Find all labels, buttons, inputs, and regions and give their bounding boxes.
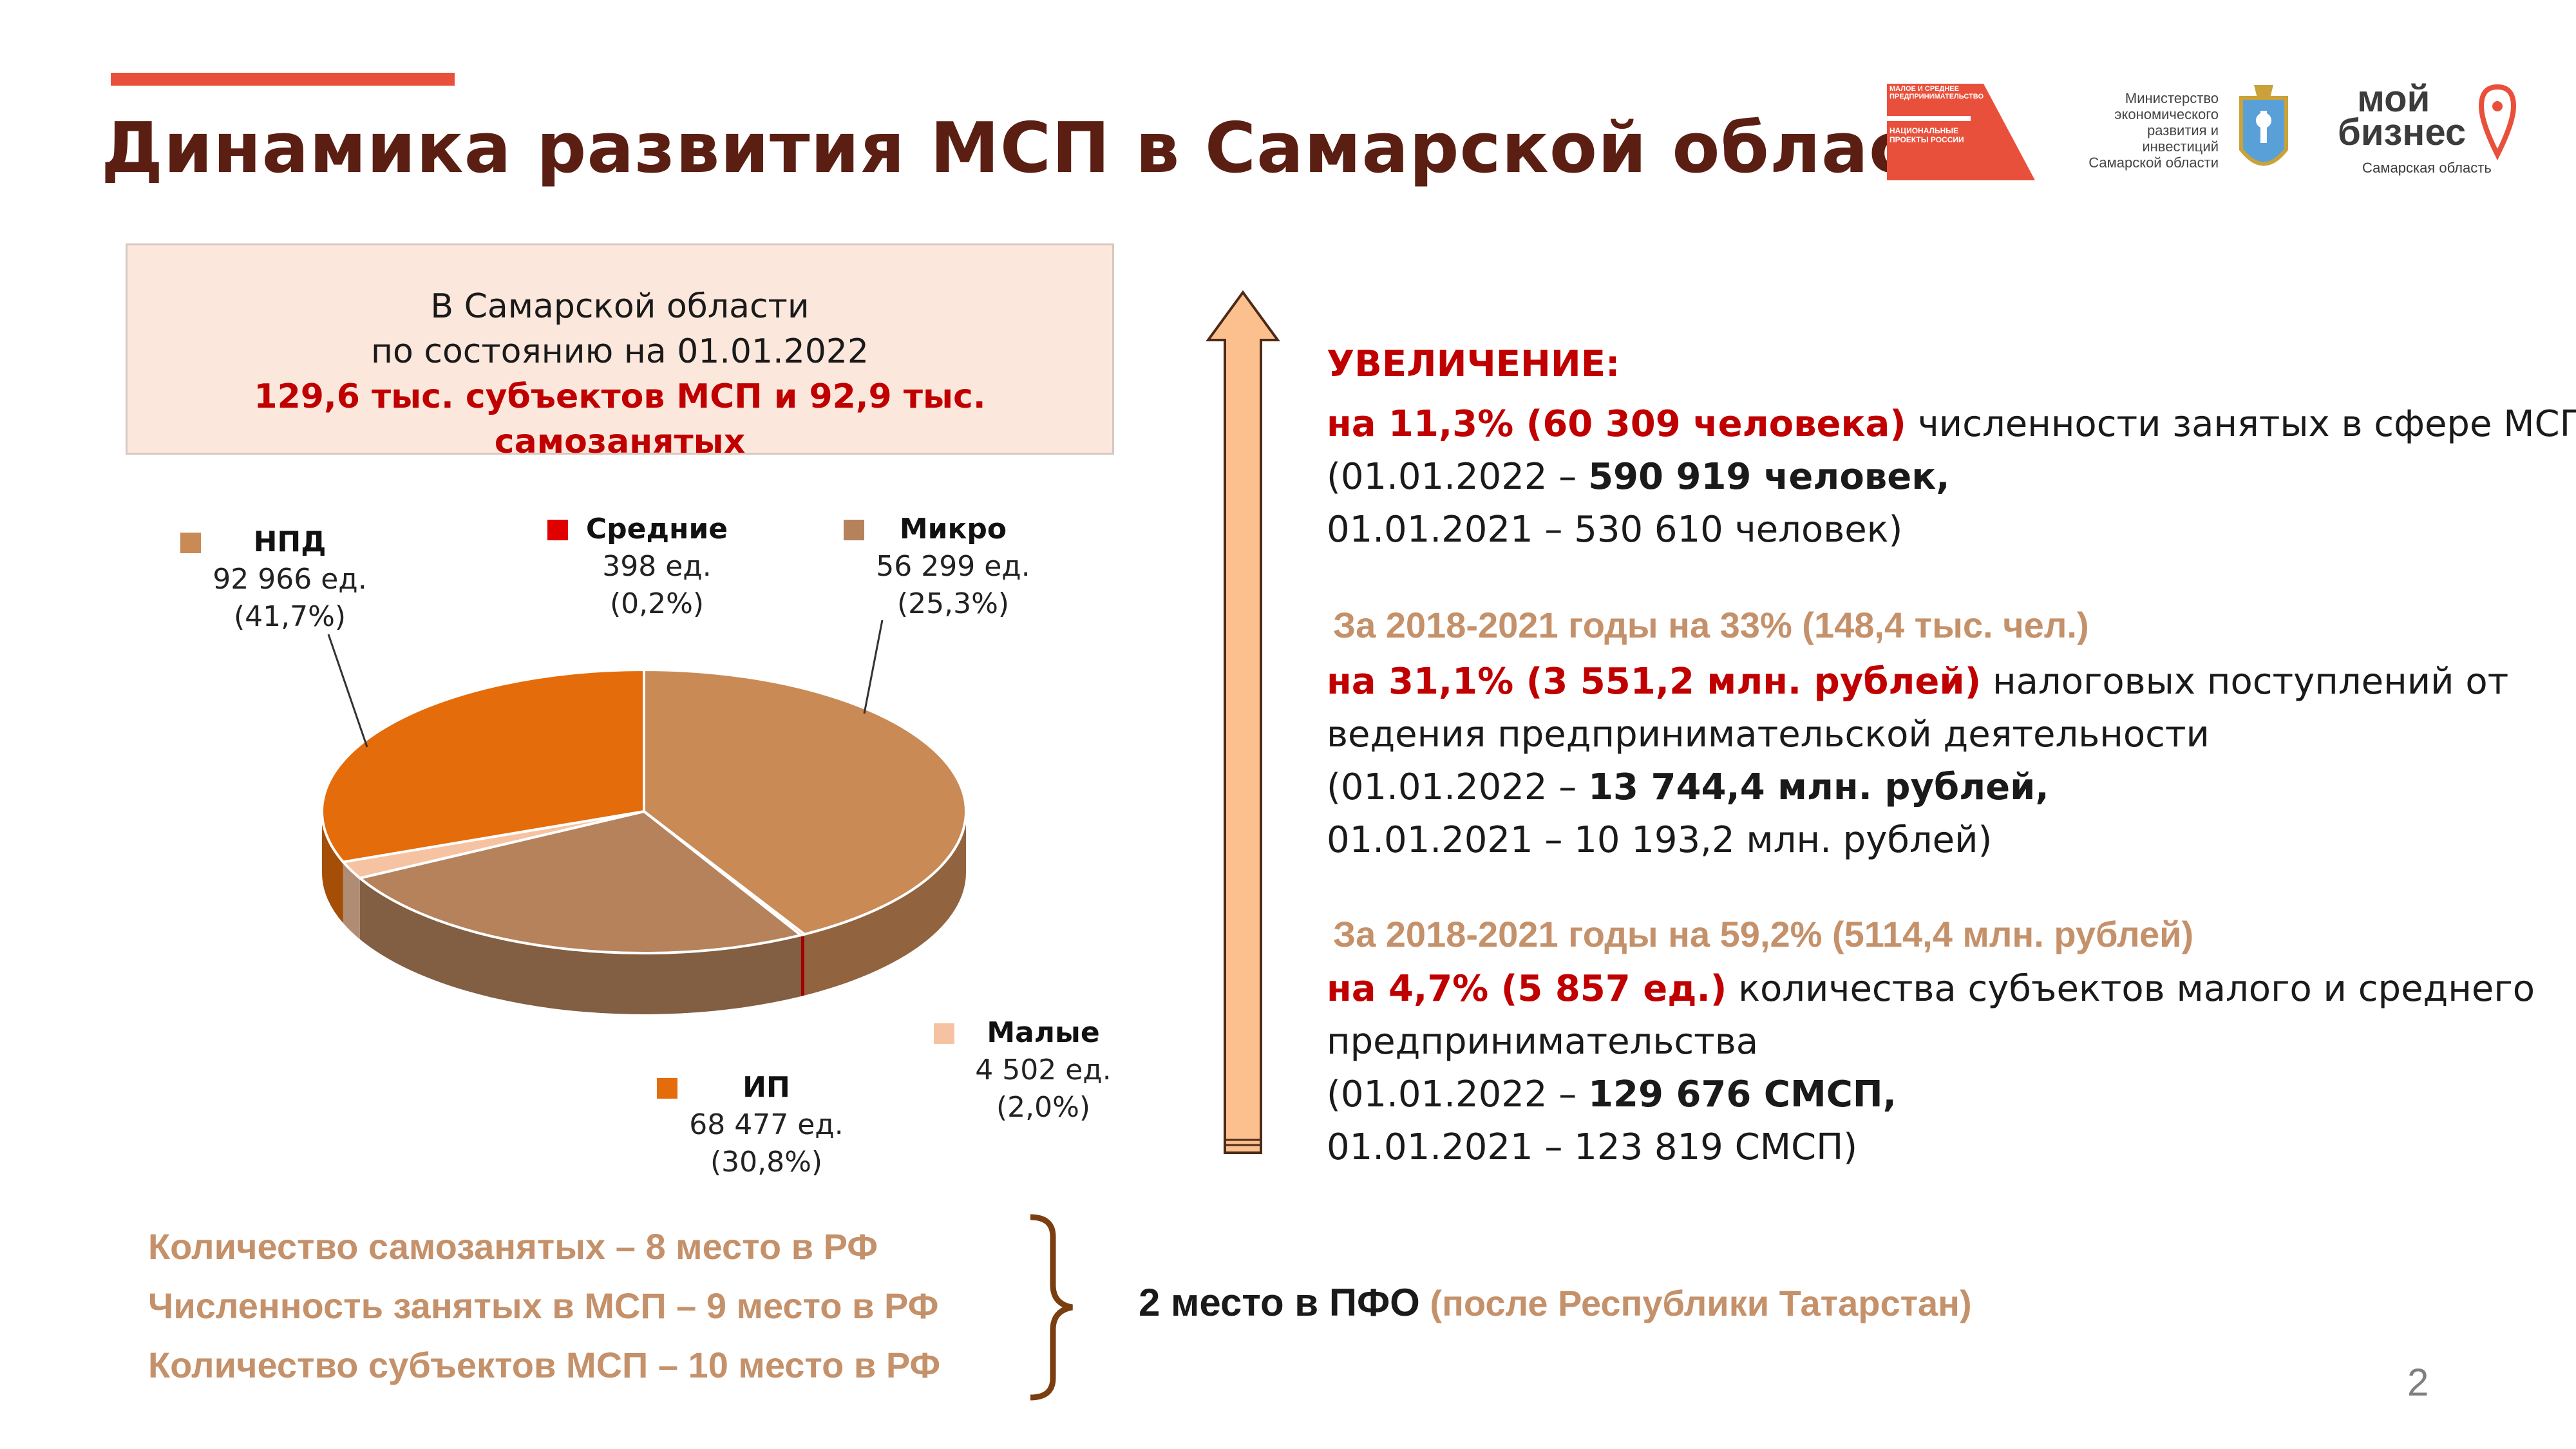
legend-swatch-micro xyxy=(844,520,864,540)
natproject-logo: МАЛОЕ И СРЕДНЕЕ ПРЕДПРИНИМАТЕЛЬСТВО НАЦИ… xyxy=(1880,77,2041,180)
subjects-text: количества субъектов малого и среднего xyxy=(1727,968,2535,1010)
legend-swatch-medium xyxy=(547,520,568,540)
pie-slice-2 xyxy=(357,810,804,954)
rank-self-employed: Количество самозанятых – 8 место в РФ xyxy=(148,1226,878,1267)
legend-medium-percent: (0,2%) xyxy=(609,587,705,620)
legend-ip: ИП 68 477 ед. (30,8%) xyxy=(657,1069,876,1181)
tax-block: на 31,1% (3 551,2 млн. рублей) налоговых… xyxy=(1327,656,2508,867)
increase-heading: УВЕЛИЧЕНИЕ: xyxy=(1327,343,1620,385)
leader-line-micro xyxy=(863,620,884,714)
natproject-logo-text: МАЛОЕ И СРЕДНЕЕ ПРЕДПРИНИМАТЕЛЬСТВО xyxy=(1889,85,1984,100)
subjects-2022-prefix: (01.01.2022 – xyxy=(1327,1074,1589,1115)
employment-text: численности занятых в сфере МСП xyxy=(1906,403,2576,445)
title-accent-bar xyxy=(111,73,455,86)
natproject-logo-subtext: НАЦИОНАЛЬНЫЕ ПРОЕКТЫ РОССИИ xyxy=(1889,126,1964,144)
pie-slice-0 xyxy=(643,668,967,936)
legend-npd: НПД 92 966 ед. (41,7%) xyxy=(180,524,399,636)
pie-side-0 xyxy=(804,811,966,996)
tax-line-2: ведения предпринимательской деятельности xyxy=(1327,714,2210,755)
employment-note: За 2018-2021 годы на 33% (148,4 тыс. чел… xyxy=(1333,605,2089,645)
tax-text: налоговых поступлений от xyxy=(1981,661,2509,703)
page-title: Динамика развития МСП в Самарской област… xyxy=(101,108,2002,189)
legend-npd-name: НПД xyxy=(253,526,327,558)
summary-box: В Самарской области по состоянию на 01.0… xyxy=(126,243,1114,461)
rank-msp-subjects: Количество субъектов МСП – 10 место в РФ xyxy=(148,1345,941,1385)
ministry-line-1: Министерство xyxy=(2125,90,2219,106)
summary-line-3: 129,6 тыс. субъектов МСП и 92,9 тыс. сам… xyxy=(254,377,986,461)
ranks-bracket-icon xyxy=(1030,1214,1073,1401)
legend-npd-percent: (41,7%) xyxy=(233,600,346,633)
legend-medium: Средние 398 ед. (0,2%) xyxy=(547,511,766,623)
subjects-block: на 4,7% (5 857 ед.) количества субъектов… xyxy=(1327,963,2535,1174)
employment-2022-prefix: (01.01.2022 – xyxy=(1327,456,1589,498)
pie-side-1 xyxy=(800,934,805,997)
tax-2022-prefix: (01.01.2022 – xyxy=(1327,766,1589,808)
moy-biznes-word-1: мой xyxy=(2357,78,2430,120)
subjects-highlight: на 4,7% (5 857 ед.) xyxy=(1327,968,1727,1010)
legend-small: Малые 4 502 ед. (2,0%) xyxy=(934,1014,1153,1126)
legend-small-count: 4 502 ед. xyxy=(975,1054,1112,1086)
subjects-line-2: предпринимательства xyxy=(1327,1021,1759,1063)
moy-biznes-logo: мой бизнес Самарская область xyxy=(2338,77,2518,187)
pie-slice-4 xyxy=(321,668,645,864)
legend-npd-count: 92 966 ед. xyxy=(213,563,367,596)
moy-biznes-region: Самарская область xyxy=(2362,160,2492,176)
employment-block: на 11,3% (60 309 человека) численности з… xyxy=(1327,398,2576,556)
tax-note: За 2018-2021 годы на 59,2% (5114,4 млн. … xyxy=(1333,914,2194,954)
rank-msp-employment: Численность занятых в МСП – 9 место в РФ xyxy=(148,1285,939,1326)
ministry-line-2: экономического xyxy=(2114,106,2219,122)
pie-side-3 xyxy=(343,862,360,940)
legend-ip-name: ИП xyxy=(743,1071,790,1104)
subjects-2021: 01.01.2021 – 123 819 СМСП) xyxy=(1327,1126,1858,1168)
ministry-logo: Министерство экономического развития и и… xyxy=(2070,90,2219,174)
summary-line-1: В Самарской области xyxy=(430,287,810,326)
legend-ip-percent: (30,8%) xyxy=(710,1146,823,1179)
growth-up-arrow-icon xyxy=(1206,290,1280,1154)
tax-2022-value: 13 744,4 млн. рублей, xyxy=(1588,766,2049,808)
location-pin-icon xyxy=(2478,84,2517,160)
pie-side-2 xyxy=(359,878,801,1014)
moy-biznes-word-2: бизнес xyxy=(2338,111,2467,153)
legend-medium-count: 398 ед. xyxy=(602,550,712,583)
legend-micro: Микро 56 299 ед. (25,3%) xyxy=(844,511,1063,623)
page-number: 2 xyxy=(2407,1361,2429,1404)
employment-highlight: на 11,3% (60 309 человека) xyxy=(1327,403,1906,445)
natproject-logo-mark xyxy=(1887,84,2035,180)
subjects-2022-value: 129 676 СМСП, xyxy=(1588,1074,1897,1115)
legend-small-percent: (2,0%) xyxy=(996,1091,1091,1124)
employment-2022-value: 590 919 человек, xyxy=(1588,456,1950,498)
legend-small-name: Малые xyxy=(987,1016,1100,1049)
pie-slice-1 xyxy=(643,810,808,937)
employment-2021: 01.01.2021 – 530 610 человек) xyxy=(1327,509,1903,551)
pfo-rank-main: 2 место в ПФО xyxy=(1139,1281,1420,1324)
pie-slice-3 xyxy=(340,810,645,880)
ministry-line-3: развития и инвестиций xyxy=(2142,122,2219,155)
summary-line-2: по состоянию на 01.01.2022 xyxy=(371,332,869,371)
tax-2021: 01.01.2021 – 10 193,2 млн. рублей) xyxy=(1327,819,1993,861)
legend-micro-count: 56 299 ед. xyxy=(876,550,1030,583)
legend-micro-name: Микро xyxy=(899,513,1007,545)
legend-medium-name: Средние xyxy=(585,513,728,545)
ministry-line-4: Самарской области xyxy=(2088,155,2219,171)
pfo-rank: 2 место в ПФО (после Республики Татарста… xyxy=(1139,1280,1972,1325)
tax-highlight: на 31,1% (3 551,2 млн. рублей) xyxy=(1327,661,1982,703)
pie-side-4 xyxy=(322,811,343,923)
legend-micro-percent: (25,3%) xyxy=(896,587,1010,620)
leader-line-npd xyxy=(327,634,368,748)
legend-ip-count: 68 477 ед. xyxy=(689,1108,844,1141)
coat-of-arms-icon xyxy=(2239,85,2288,166)
legend-swatch-ip xyxy=(657,1078,677,1099)
pfo-rank-note: (после Республики Татарстан) xyxy=(1419,1283,1972,1323)
legend-swatch-small xyxy=(934,1023,954,1044)
legend-swatch-npd xyxy=(180,533,201,553)
